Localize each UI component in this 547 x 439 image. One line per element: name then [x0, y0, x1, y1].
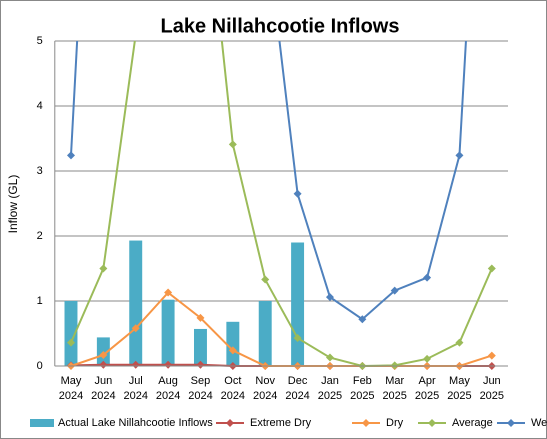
marker [228, 346, 237, 355]
bar [226, 321, 240, 366]
legend-label: Extreme Dry [250, 417, 312, 429]
marker [325, 293, 334, 302]
legend-label: Average [452, 417, 493, 429]
marker [487, 351, 496, 360]
marker [196, 313, 205, 322]
y-tick-label: 0 [37, 360, 43, 372]
y-tick-label: 1 [37, 295, 43, 307]
x-tick-label: Jul 2024 [123, 375, 148, 402]
chart-title: Lake Nillahcootie Inflows [161, 15, 400, 37]
y-tick-label: 3 [37, 165, 43, 177]
marker [325, 353, 334, 362]
marker [99, 360, 108, 369]
x-tick-label: Jun 2025 [479, 375, 505, 402]
bar [129, 240, 143, 366]
marker [66, 338, 75, 347]
marker [131, 360, 140, 369]
x-tick-label: Jun 2024 [91, 375, 116, 402]
legend-marker [362, 419, 370, 427]
marker [66, 151, 75, 160]
x-tick-label: May 2024 [58, 375, 84, 402]
y-tick-label: 2 [37, 230, 43, 242]
x-tick-label: Oct 2024 [220, 375, 246, 402]
x-tick-label: Sep 2024 [188, 375, 213, 402]
bar [64, 301, 78, 366]
y-tick-label: 4 [37, 100, 43, 112]
bar [193, 328, 207, 366]
marker [164, 288, 173, 297]
marker [487, 264, 496, 273]
marker [196, 360, 205, 369]
x-tick-label: Apr 2025 [414, 375, 440, 402]
x-tick-label: Nov 2024 [252, 375, 278, 402]
x-tick-label: May 2025 [447, 375, 472, 402]
x-tick-label: Jan 2025 [317, 375, 343, 402]
marker [390, 286, 399, 295]
marker [455, 338, 464, 347]
x-tick-label: Feb 2025 [350, 375, 375, 402]
legend-label: Actual Lake Nillahcootie Inflows [58, 417, 213, 429]
legend-swatch [30, 419, 54, 427]
marker [131, 324, 140, 333]
marker [423, 354, 432, 363]
marker [293, 334, 302, 343]
legend-marker [226, 419, 234, 427]
bar [258, 301, 272, 366]
marker [228, 140, 237, 149]
marker [455, 151, 464, 160]
marker [358, 315, 367, 324]
y-tick-label: 5 [37, 35, 43, 47]
line [69, 41, 467, 321]
legend-marker [507, 419, 515, 427]
marker [99, 350, 108, 359]
x-tick-label: Dec 2024 [285, 375, 310, 402]
legend-marker [428, 419, 436, 427]
legend-label: Wet [531, 417, 547, 429]
marker [164, 360, 173, 369]
marker [423, 273, 432, 282]
bar [291, 242, 305, 366]
bar [161, 299, 175, 366]
marker [390, 361, 399, 370]
marker [261, 275, 270, 284]
y-axis-label: Inflow (GL) [6, 175, 20, 234]
x-tick-label: Aug 2024 [155, 375, 181, 402]
legend-label: Dry [386, 417, 404, 429]
line [70, 41, 493, 368]
marker [99, 264, 108, 273]
marker [293, 189, 302, 198]
x-tick-label: Mar 2025 [382, 375, 407, 402]
